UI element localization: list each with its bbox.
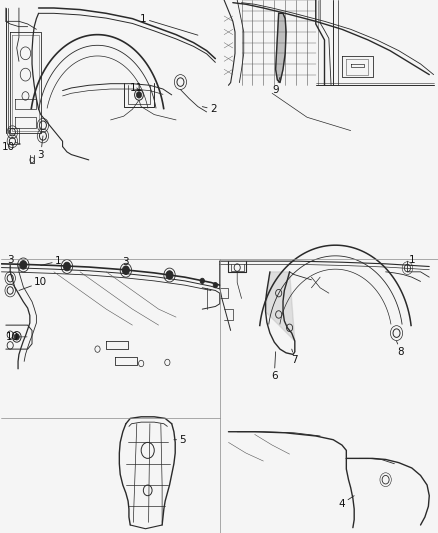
Circle shape bbox=[200, 278, 205, 284]
Text: 9: 9 bbox=[272, 77, 280, 95]
Circle shape bbox=[136, 92, 141, 98]
Text: 7: 7 bbox=[292, 349, 298, 365]
Text: 1: 1 bbox=[41, 256, 61, 266]
Text: 10: 10 bbox=[1, 142, 14, 151]
Text: 10: 10 bbox=[19, 278, 47, 290]
Circle shape bbox=[122, 266, 129, 274]
Text: 1: 1 bbox=[140, 14, 198, 35]
Text: 11: 11 bbox=[130, 83, 143, 93]
Circle shape bbox=[213, 282, 218, 288]
Text: 2: 2 bbox=[202, 104, 216, 114]
Circle shape bbox=[20, 261, 27, 269]
Polygon shape bbox=[276, 13, 286, 83]
Text: 3: 3 bbox=[37, 136, 44, 159]
Text: 3: 3 bbox=[7, 255, 14, 265]
Circle shape bbox=[14, 334, 19, 340]
Text: 10: 10 bbox=[6, 332, 19, 342]
Polygon shape bbox=[265, 272, 295, 341]
Circle shape bbox=[166, 271, 173, 279]
Text: 4: 4 bbox=[339, 496, 354, 508]
Circle shape bbox=[64, 262, 71, 271]
Text: 3: 3 bbox=[123, 257, 129, 270]
Text: 5: 5 bbox=[174, 435, 186, 445]
Text: 8: 8 bbox=[396, 341, 404, 357]
Text: 6: 6 bbox=[271, 352, 278, 381]
Text: 1: 1 bbox=[409, 255, 415, 265]
